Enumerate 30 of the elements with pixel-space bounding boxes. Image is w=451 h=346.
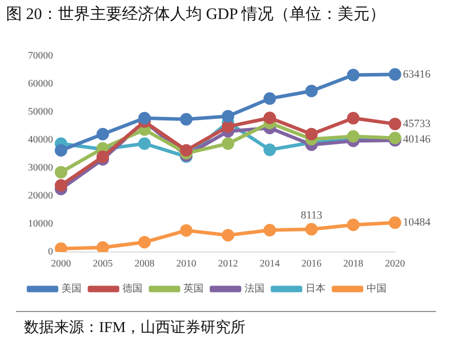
x-tick-label: 2008 — [134, 258, 154, 270]
x-tick-label: 2012 — [218, 258, 238, 270]
y-tick-label: 10000 — [28, 218, 53, 230]
legend-label: 英国 — [184, 282, 204, 295]
legend-label: 法国 — [244, 282, 264, 295]
legend-label: 中国 — [366, 282, 386, 295]
data-label: 10484 — [403, 216, 431, 229]
y-tick-label: 50000 — [28, 106, 53, 118]
x-tick-label: 2016 — [302, 258, 322, 270]
chart-title: 图 20：世界主要经济体人均 GDP 情况（单位：美元） — [6, 4, 386, 25]
data-label: 8113 — [300, 210, 323, 222]
y-tick-label: 20000 — [28, 190, 53, 202]
x-tick-label: 2020 — [385, 258, 405, 270]
legend-label: 美国 — [62, 282, 82, 295]
x-tick-label: 2005 — [92, 258, 113, 270]
x-tick-label: 2014 — [260, 258, 280, 270]
legend-label: 德国 — [122, 284, 142, 295]
y-tick-label: 30000 — [28, 162, 53, 174]
y-tick-label: 70000 — [28, 50, 53, 62]
y-tick-label: 40000 — [28, 134, 53, 146]
data-label: 40146 — [403, 133, 431, 146]
y-tick-label: 60000 — [28, 78, 53, 90]
x-tick-label: 2010 — [176, 258, 196, 270]
data-label: 45733 — [403, 118, 431, 130]
x-tick-label: 2000 — [51, 258, 71, 270]
y-tick-label: 0 — [48, 246, 53, 258]
source-note: 数据来源：IFM，山西证券研究所 — [24, 318, 246, 337]
x-tick-label: 2018 — [343, 258, 364, 270]
legend-label: 日本 — [306, 282, 326, 295]
data-label: 63416 — [403, 68, 431, 80]
